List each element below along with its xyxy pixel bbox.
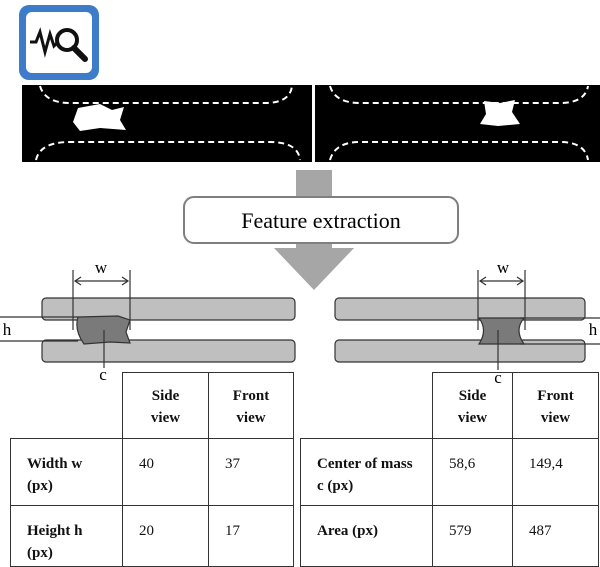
cell: 579 <box>432 505 513 567</box>
cell: 40 <box>122 438 209 506</box>
width-label: w <box>497 258 510 277</box>
height-label: h <box>3 320 12 339</box>
cell: 20 <box>122 505 209 567</box>
row-label: Height h (px) <box>10 505 123 567</box>
center-label: c <box>99 365 107 384</box>
height-label: h <box>589 320 598 339</box>
column-header: Front view <box>208 372 294 439</box>
cell: 487 <box>512 505 599 567</box>
row-label: Center of mass c (px) <box>300 438 433 506</box>
row-label: Width w (px) <box>10 438 123 506</box>
width-label: w <box>95 258 108 277</box>
cell: 58,6 <box>432 438 513 506</box>
arrow-head <box>274 248 354 290</box>
front-image <box>315 85 600 162</box>
row-label: Area (px) <box>300 505 433 567</box>
left-schematic <box>0 270 295 368</box>
side-image <box>22 85 312 162</box>
cell: 17 <box>208 505 294 567</box>
column-header: Side view <box>432 372 513 439</box>
cell: 37 <box>208 438 294 506</box>
right-schematic <box>335 270 600 370</box>
column-header: Front view <box>512 372 599 439</box>
page: Feature extraction w h c w h c Side view… <box>0 0 600 567</box>
process-label: Feature extraction <box>241 208 400 233</box>
cell: 149,4 <box>512 438 599 506</box>
column-header: Side view <box>122 372 209 439</box>
